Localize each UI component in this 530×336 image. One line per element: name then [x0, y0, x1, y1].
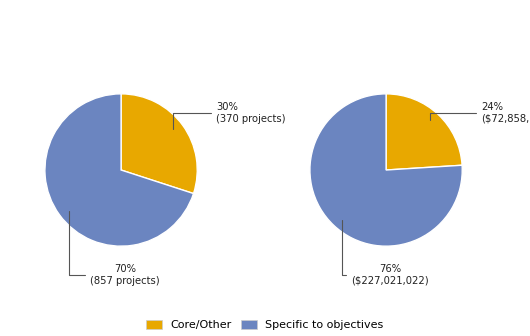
Text: IACC Strategic Plan Objectives: IACC Strategic Plan Objectives	[31, 39, 234, 52]
Wedge shape	[386, 94, 462, 170]
Text: 2011 ASD Funding: Alignment with: 2011 ASD Funding: Alignment with	[282, 17, 513, 31]
Legend: Core/Other, Specific to objectives: Core/Other, Specific to objectives	[146, 320, 384, 330]
Wedge shape	[45, 94, 193, 246]
Text: 24%
($72,858,123): 24% ($72,858,123)	[430, 102, 530, 124]
Text: 30%
(370 projects): 30% (370 projects)	[173, 102, 286, 129]
Text: 2011 Project Count: Alignment with: 2011 Project Count: Alignment with	[14, 17, 251, 31]
Text: 76%
($227,021,022): 76% ($227,021,022)	[342, 220, 429, 286]
Text: 70%
(857 projects): 70% (857 projects)	[69, 211, 160, 286]
Wedge shape	[121, 94, 197, 194]
Wedge shape	[310, 94, 462, 246]
Text: IACC Strategic Plan Objectives: IACC Strategic Plan Objectives	[296, 39, 499, 52]
